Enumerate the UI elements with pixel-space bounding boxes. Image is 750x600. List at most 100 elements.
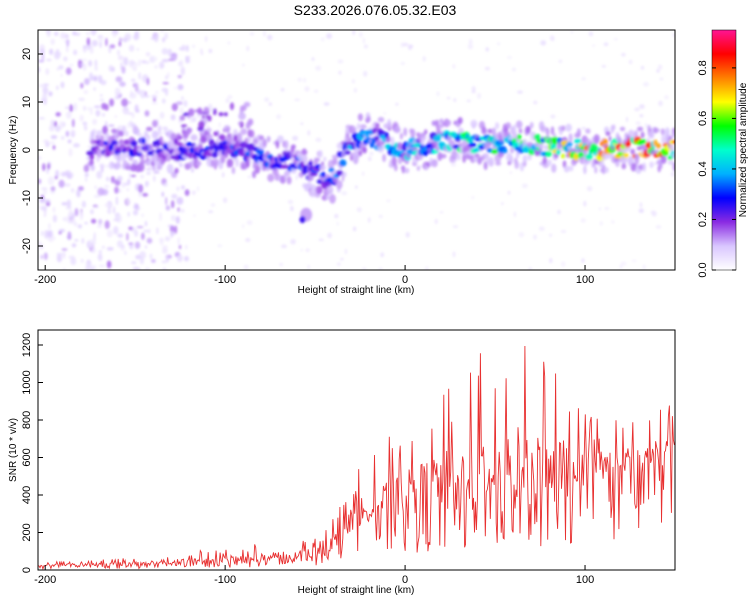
noise-speck: [112, 206, 116, 214]
noise-speck: [92, 30, 95, 35]
noise-speck: [56, 252, 64, 256]
noise-speck: [185, 45, 189, 52]
ridge-halo: [637, 126, 644, 132]
noise-speck: [153, 34, 159, 43]
ridge-halo: [456, 153, 461, 161]
noise-speck: [294, 98, 300, 101]
noise-speck: [41, 244, 44, 250]
ridge-core: [280, 164, 289, 169]
noise-speck: [177, 236, 180, 245]
ridge-halo: [608, 136, 612, 142]
ridge-halo: [619, 126, 626, 132]
noise-speck: [136, 88, 141, 95]
noise-speck: [187, 58, 191, 64]
noise-speck: [165, 75, 168, 80]
ridge-halo: [489, 156, 494, 162]
noise-speck: [227, 41, 230, 45]
noise-speck: [452, 251, 456, 258]
ridge-halo: [291, 144, 296, 149]
ridge-halo: [116, 163, 121, 170]
noise-speck: [466, 99, 471, 102]
snr-y-tick-label: 600: [21, 448, 33, 466]
noise-speck: [176, 197, 184, 205]
spectrogram-x-tick-label: 100: [576, 274, 594, 286]
ridge-core: [656, 143, 662, 149]
ridge-halo: [667, 160, 674, 165]
noise-speck: [450, 164, 457, 167]
noise-speck: [58, 231, 62, 235]
ridge-halo: [391, 156, 397, 166]
ridge-halo: [227, 158, 234, 168]
noise-speck: [74, 32, 81, 36]
noise-speck: [76, 189, 81, 198]
noise-speck: [171, 193, 178, 199]
noise-speck: [581, 258, 585, 263]
noise-speck: [670, 171, 675, 177]
noise-speck: [130, 174, 137, 178]
ridge-halo: [604, 167, 609, 174]
ridge-halo: [249, 129, 255, 138]
snr-y-axis-label: SNR (10 * v/v): [8, 418, 19, 482]
noise-speck: [126, 232, 129, 241]
noise-speck: [184, 189, 190, 197]
ridge-halo: [157, 125, 162, 133]
noise-speck: [94, 59, 98, 68]
noise-speck: [46, 168, 49, 175]
ridge-halo: [247, 156, 251, 162]
ridge-halo: [439, 153, 447, 159]
ridge-halo: [302, 154, 308, 165]
ridge-halo: [283, 140, 289, 149]
ridge-halo: [258, 135, 265, 141]
noise-speck: [135, 109, 140, 113]
ridge-halo: [133, 159, 138, 164]
ridge-halo: [536, 150, 540, 155]
ridge-halo: [240, 128, 248, 136]
ridge-halo: [323, 156, 327, 162]
ridge-halo: [474, 153, 480, 158]
noise-speck: [130, 78, 136, 83]
noise-speck: [658, 100, 663, 107]
noise-speck: [297, 77, 302, 82]
noise-speck: [106, 176, 110, 182]
noise-speck: [380, 252, 385, 258]
ridge-halo: [640, 144, 646, 150]
noise-speck: [136, 226, 144, 229]
noise-speck: [189, 119, 193, 123]
ridge-halo: [118, 130, 125, 137]
noise-speck: [122, 110, 128, 114]
snr-y-tick-label: 400: [21, 486, 33, 504]
ridge-halo: [95, 134, 101, 141]
ridge-halo: [207, 115, 212, 122]
noise-speck: [604, 207, 610, 210]
ridge-core: [473, 147, 482, 152]
ridge-halo: [247, 137, 252, 143]
spectrogram-y-tick-label: 0: [21, 147, 33, 153]
noise-speck: [84, 78, 90, 85]
ridge-halo: [487, 128, 493, 134]
noise-speck: [452, 225, 459, 228]
noise-speck: [117, 49, 120, 56]
ridge-halo: [252, 139, 259, 144]
ridge-halo: [235, 158, 240, 167]
noise-speck: [94, 76, 97, 82]
noise-speck: [91, 218, 97, 224]
ridge-halo: [302, 148, 307, 156]
noise-speck: [43, 83, 49, 86]
noise-speck: [80, 58, 88, 62]
ridge-halo: [605, 131, 611, 136]
noise-speck: [101, 245, 105, 249]
noise-speck: [123, 56, 129, 66]
ridge-core: [176, 141, 183, 147]
noise-speck: [103, 164, 111, 168]
ridge-halo: [116, 153, 121, 161]
ridge-halo: [362, 146, 367, 154]
noise-speck: [67, 219, 74, 224]
noise-speck: [126, 188, 130, 192]
noise-speck: [108, 124, 115, 127]
noise-speck: [46, 58, 52, 62]
ridge-halo: [226, 127, 230, 134]
noise-speck: [208, 103, 213, 109]
noise-speck: [77, 224, 83, 229]
noise-speck: [118, 41, 122, 47]
ridge-halo: [522, 154, 528, 164]
